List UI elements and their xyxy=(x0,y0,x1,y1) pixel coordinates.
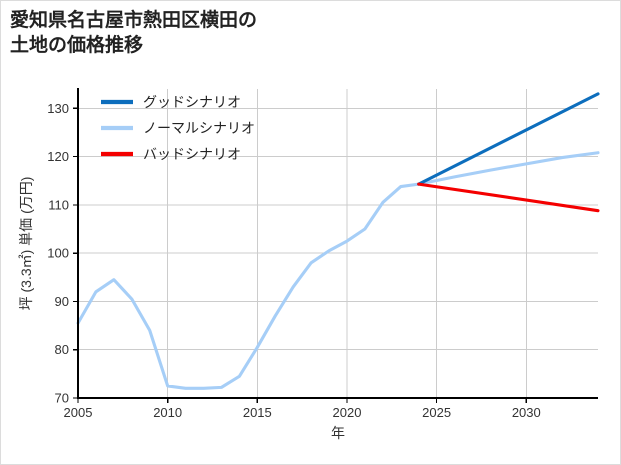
series-line xyxy=(76,151,600,390)
chart-title: 愛知県名古屋市熱田区横田の 土地の価格推移 xyxy=(10,10,258,56)
y-tick-label: 80 xyxy=(55,342,69,357)
legend-label: グッドシナリオ xyxy=(143,94,241,110)
x-tick-label: 2030 xyxy=(512,405,541,420)
legend-label: バッドシナリオ xyxy=(143,146,241,162)
tick-labels-group: 70 80 90 100 110 120 130 2005 2010 2015 2020 2025 20… xyxy=(47,101,540,420)
axis-titles-group: 年 坪 (3.3㎡) 単価 (万円) xyxy=(18,177,345,441)
y-tick-label: 100 xyxy=(47,246,69,261)
y-tick-label: 90 xyxy=(55,294,69,309)
axes-group xyxy=(73,88,598,403)
x-tick-label: 2015 xyxy=(243,405,272,420)
x-tick-label: 2025 xyxy=(422,405,451,420)
series-group xyxy=(76,92,600,390)
x-axis-title: 年 xyxy=(331,425,345,441)
series-line xyxy=(417,182,600,213)
y-axis-title: 坪 (3.3㎡) 単価 (万円) xyxy=(18,177,34,311)
x-tick-label: 2020 xyxy=(333,405,362,420)
series-line xyxy=(417,92,600,186)
x-tick-label: 2005 xyxy=(64,405,93,420)
y-tick-label: 120 xyxy=(47,149,69,164)
y-tick-label: 130 xyxy=(47,101,69,116)
x-tick-label: 2010 xyxy=(153,405,182,420)
y-tick-label: 110 xyxy=(48,197,69,212)
legend-label: ノーマルシナリオ xyxy=(143,120,255,136)
y-tick-label: 70 xyxy=(55,391,69,406)
